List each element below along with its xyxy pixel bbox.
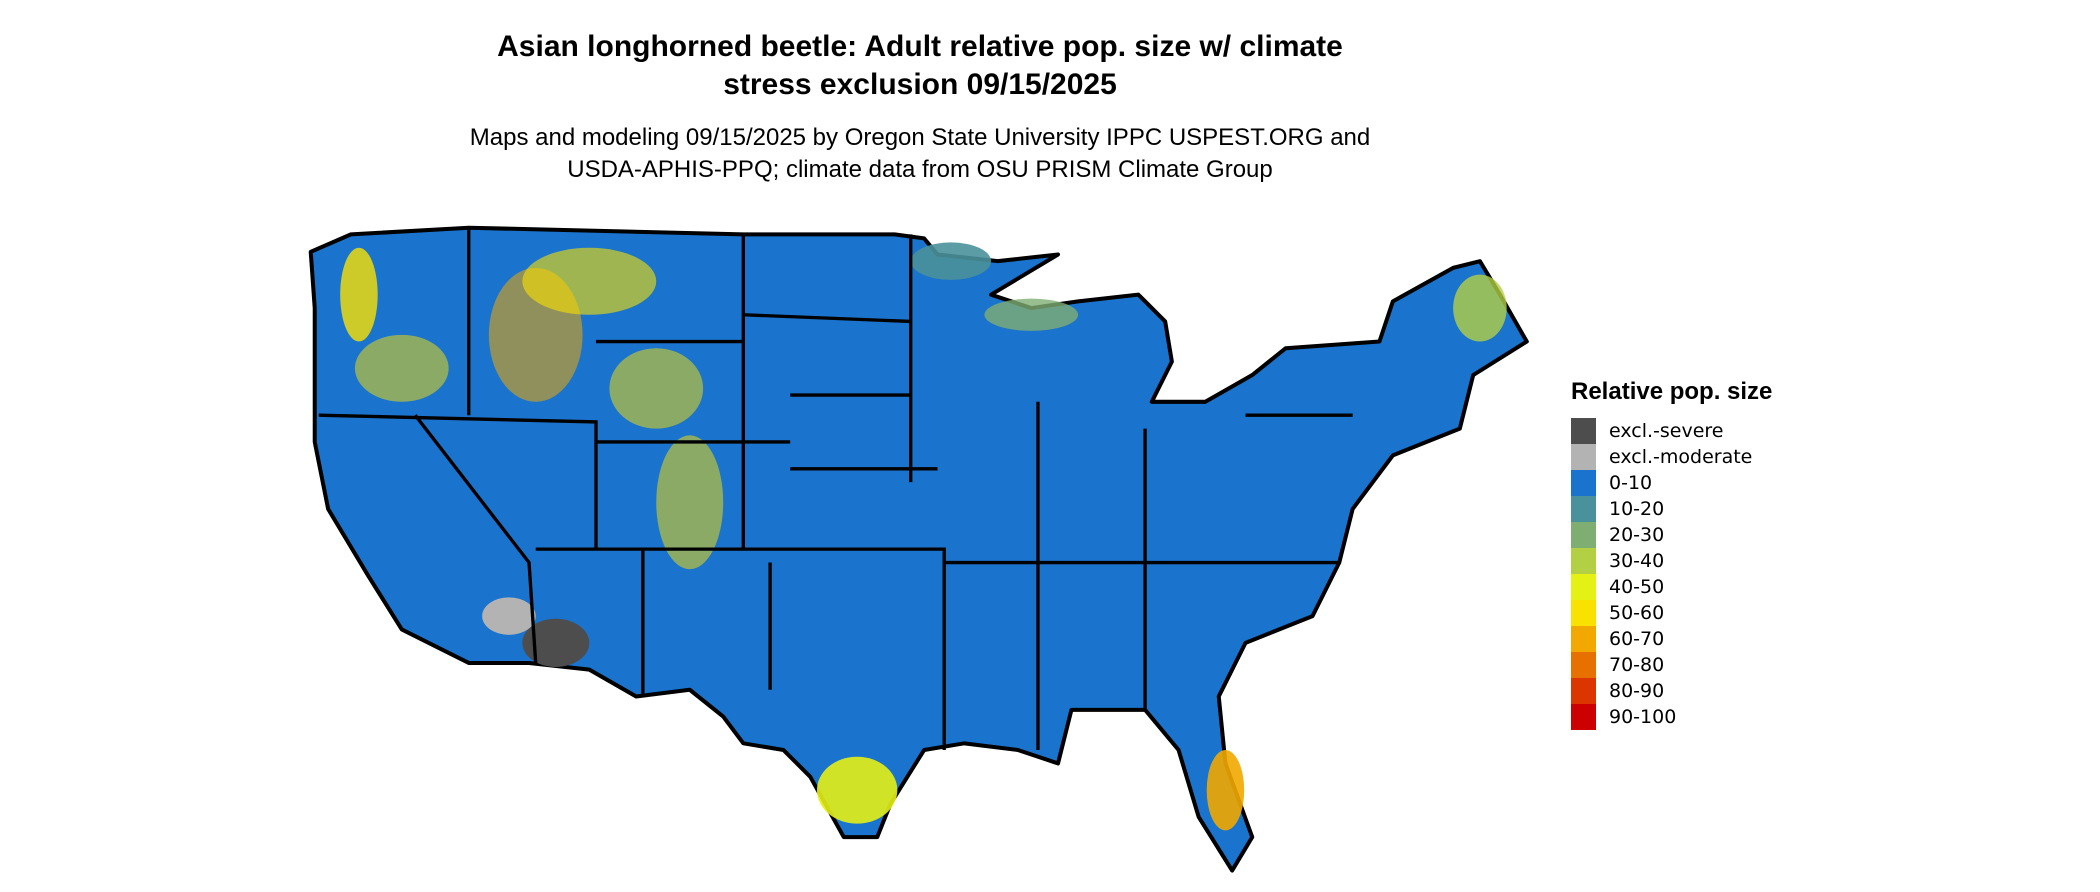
patch-wyoming bbox=[609, 348, 704, 429]
legend-swatch bbox=[1571, 418, 1596, 444]
legend-label: 10-20 bbox=[1609, 498, 1665, 520]
title-line-1: Asian longhorned beetle: Adult relative … bbox=[497, 30, 1343, 63]
patch-maine bbox=[1453, 274, 1507, 342]
legend-label: 80-90 bbox=[1609, 680, 1665, 702]
subtitle-line-1: Maps and modeling 09/15/2025 by Oregon S… bbox=[469, 124, 1371, 151]
legend-swatch bbox=[1571, 626, 1596, 652]
legend-item: 20-30 bbox=[1571, 522, 1772, 548]
legend-label: excl.-severe bbox=[1609, 420, 1724, 442]
legend: Relative pop. size excl.-severe excl.-mod… bbox=[1571, 378, 1772, 730]
legend-label: 20-30 bbox=[1609, 524, 1665, 546]
legend-swatch bbox=[1571, 444, 1596, 470]
map-subtitle: Maps and modeling 09/15/2025 by Oregon S… bbox=[0, 122, 1840, 186]
state-borders bbox=[318, 227, 1353, 751]
patch-montana bbox=[522, 247, 657, 315]
legend-label: 90-100 bbox=[1609, 706, 1677, 728]
patch-florida bbox=[1206, 750, 1245, 831]
legend-label: excl.-moderate bbox=[1609, 446, 1753, 468]
legend-item: 80-90 bbox=[1571, 678, 1772, 704]
patch-cascades bbox=[340, 247, 378, 342]
legend-swatch bbox=[1571, 704, 1596, 730]
subtitle-line-2: USDA-APHIS-PPQ; climate data from OSU PR… bbox=[567, 156, 1273, 183]
legend-item: 90-100 bbox=[1571, 704, 1772, 730]
legend-label: 60-70 bbox=[1609, 628, 1665, 650]
legend-title: Relative pop. size bbox=[1571, 378, 1773, 405]
legend-swatch bbox=[1571, 600, 1596, 626]
legend-items: excl.-severe excl.-moderate 0-10 10-20 20-30… bbox=[1571, 418, 1772, 730]
legend-swatch bbox=[1571, 522, 1596, 548]
patch-great-lakes bbox=[984, 298, 1079, 331]
patch-oregon bbox=[354, 334, 449, 402]
legend-item: 40-50 bbox=[1571, 574, 1772, 600]
suitability-patches bbox=[340, 242, 1507, 831]
patch-colorado bbox=[656, 435, 724, 570]
legend-item: 0-10 bbox=[1571, 470, 1772, 496]
legend-swatch bbox=[1571, 678, 1596, 704]
legend-swatch bbox=[1571, 548, 1596, 574]
title-line-2: stress exclusion 09/15/2025 bbox=[723, 68, 1117, 101]
map-title: Asian longhorned beetle: Adult relative … bbox=[0, 28, 1840, 104]
patch-minnesota-north bbox=[910, 242, 992, 280]
legend-item: 10-20 bbox=[1571, 496, 1772, 522]
patch-arizona-moderate bbox=[482, 597, 536, 635]
legend-label: 50-60 bbox=[1609, 602, 1665, 624]
legend-swatch bbox=[1571, 652, 1596, 678]
legend-swatch bbox=[1571, 574, 1596, 600]
legend-label: 70-80 bbox=[1609, 654, 1665, 676]
legend-item: excl.-severe bbox=[1571, 418, 1772, 444]
legend-item: 60-70 bbox=[1571, 626, 1772, 652]
legend-swatch bbox=[1571, 470, 1596, 496]
legend-item: 70-80 bbox=[1571, 652, 1772, 678]
patch-texas-south bbox=[816, 756, 898, 824]
legend-label: 0-10 bbox=[1609, 472, 1653, 494]
legend-label: 30-40 bbox=[1609, 550, 1665, 572]
legend-label: 40-50 bbox=[1609, 576, 1665, 598]
legend-item: excl.-moderate bbox=[1571, 444, 1772, 470]
legend-item: 50-60 bbox=[1571, 600, 1772, 626]
patch-arizona-excluded bbox=[522, 618, 590, 667]
legend-swatch bbox=[1571, 496, 1596, 522]
legend-item: 30-40 bbox=[1571, 548, 1772, 574]
